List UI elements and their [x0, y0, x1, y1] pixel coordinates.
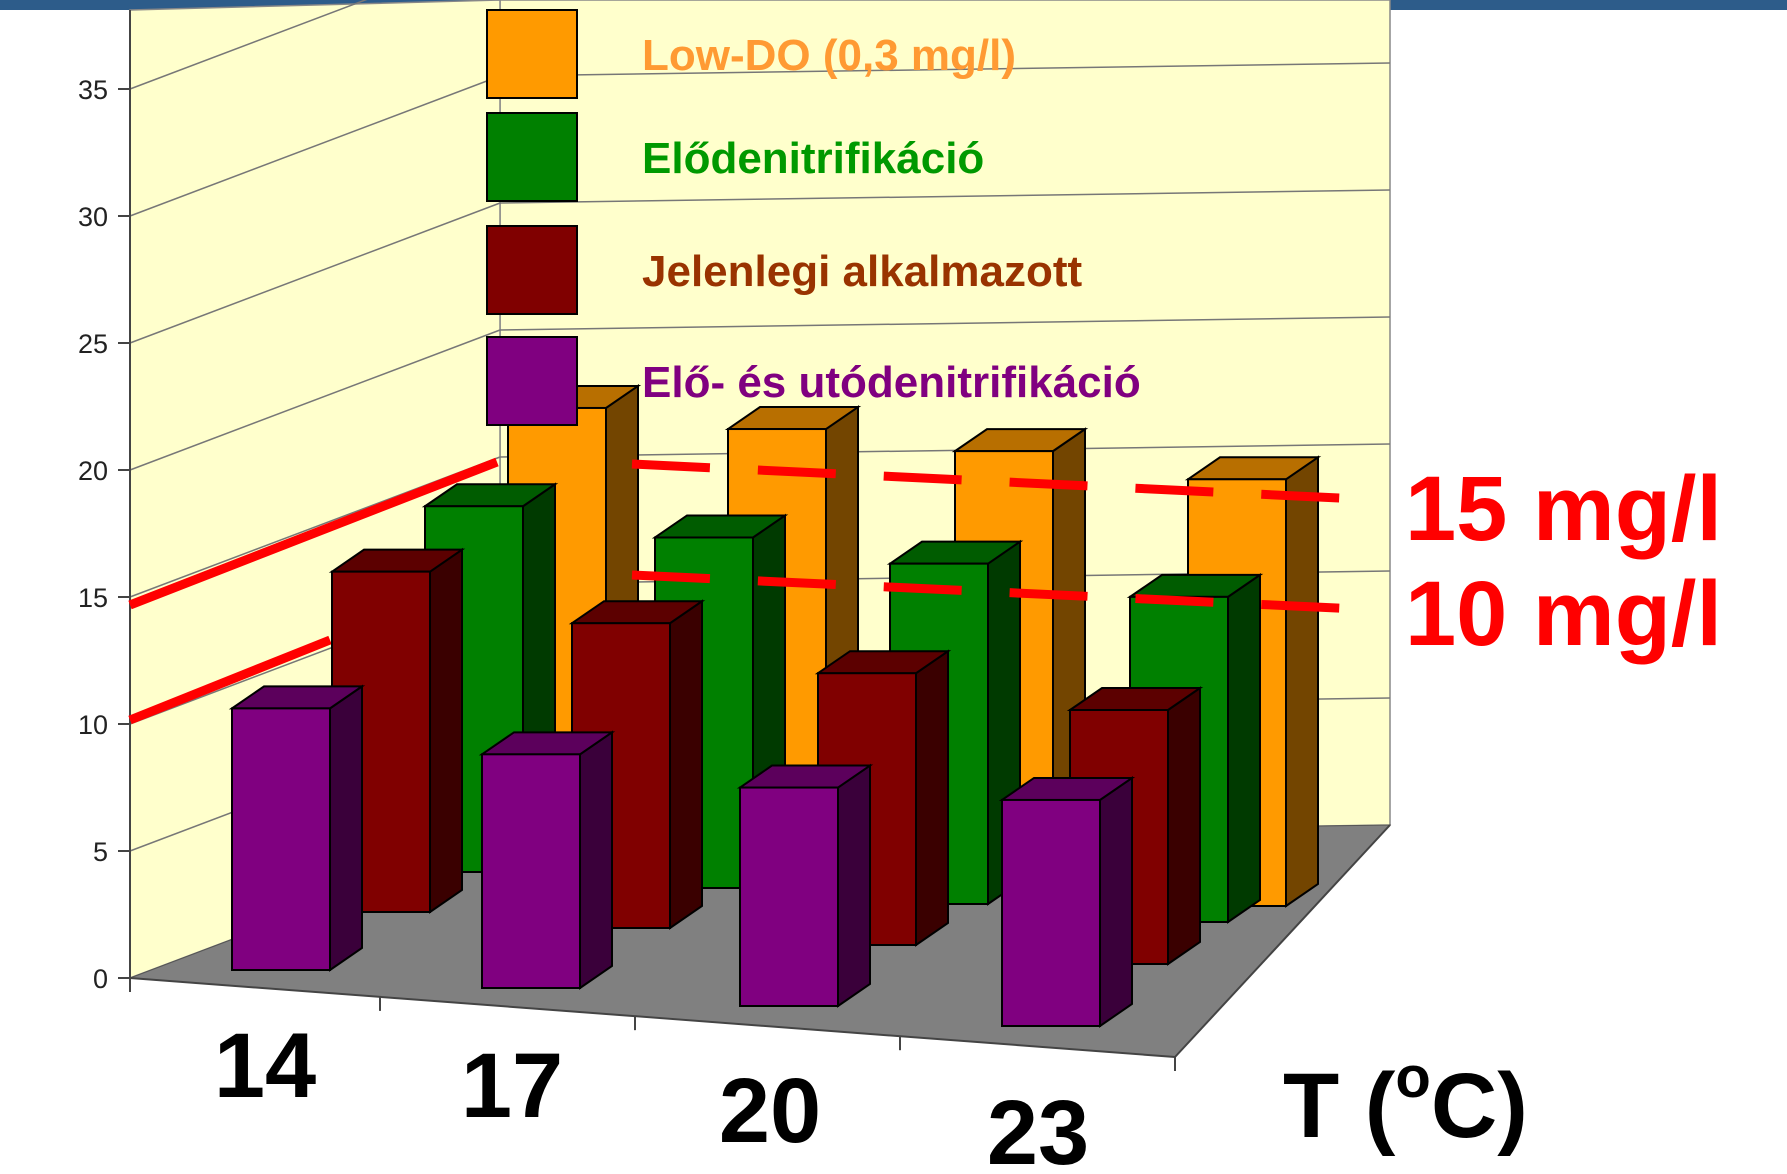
legend-swatch	[486, 225, 578, 315]
category-label: 20	[719, 1060, 821, 1162]
bars	[228, 384, 1322, 1028]
y-axis: 0 5 10 15 20 25 30 35	[78, 10, 131, 994]
bar-Jelenlegi alkalmazott-23	[1066, 686, 1204, 966]
legend-swatch	[486, 9, 578, 99]
bar-Elő- és utódenitrifikáció-17	[478, 730, 616, 990]
y-tick-label: 35	[78, 75, 108, 105]
bar-side	[1227, 572, 1261, 924]
y-tick-label: 15	[78, 583, 108, 613]
annotation-label: 15 mg/l	[1405, 458, 1722, 560]
y-tick-label: 10	[78, 710, 108, 740]
gridline-back	[499, 189, 1391, 204]
bar-Elő- és utódenitrifikáció-14	[228, 684, 366, 972]
category-labels: 14 17 20 23	[214, 1015, 1089, 1174]
gridline-side	[129, 0, 368, 90]
bar-side	[579, 730, 613, 990]
bar-front	[1001, 798, 1101, 1027]
legend-label: Elődenitrifikáció	[642, 134, 984, 183]
legend-label: Low-DO (0,3 mg/l)	[642, 31, 1016, 80]
bar-side	[1099, 776, 1133, 1028]
gridline-side	[129, 329, 501, 471]
reference-line-15-side	[128, 457, 499, 610]
legend-swatch	[486, 112, 578, 202]
category-label: 14	[214, 1015, 316, 1117]
y-tick-label: 5	[93, 837, 108, 867]
bar-side	[429, 547, 463, 914]
annotation-label: 10 mg/l	[1405, 563, 1722, 665]
bar-side	[1285, 455, 1319, 908]
y-tick-label: 30	[78, 202, 108, 232]
gridline-side	[129, 75, 501, 217]
bar-side	[837, 763, 871, 1008]
y-tick-label: 25	[78, 329, 108, 359]
x-axis-ticks	[129, 824, 1391, 1071]
bar-front	[739, 786, 839, 1007]
legend-label: Elő- és utódenitrifikáció	[642, 358, 1141, 407]
bar-side	[329, 684, 363, 972]
depth-axis-line	[1174, 824, 1391, 1058]
bar-Elő- és utódenitrifikáció-23	[998, 776, 1136, 1028]
x-axis-title-superscript: o	[1395, 1045, 1430, 1110]
gridline-side	[129, 202, 501, 344]
reference-line-10-side	[128, 635, 332, 725]
bar-side	[669, 599, 703, 930]
annotation-labels: 15 mg/l10 mg/l	[1405, 458, 1722, 665]
legend-label: Jelenlegi alkalmazott	[642, 247, 1083, 296]
bar-front	[231, 707, 331, 971]
reference-lines-back	[128, 457, 499, 725]
legend-swatch	[486, 336, 578, 426]
x-axis-title: T (oC)	[1283, 1045, 1528, 1157]
x-axis-title-main: T (	[1283, 1055, 1396, 1157]
bar-front	[481, 753, 581, 989]
bar-side	[1167, 686, 1201, 966]
gridline-back	[499, 443, 1391, 458]
gridline-back	[499, 62, 1391, 77]
bar-Elő- és utódenitrifikáció-20	[736, 763, 874, 1008]
y-tick-label: 20	[78, 456, 108, 486]
gridline-back	[499, 316, 1391, 331]
legend: Low-DO (0,3 mg/l) Elődenitrifikáció Jelenl…	[486, 9, 1141, 426]
x-axis-title-tail: C)	[1431, 1055, 1528, 1157]
category-label: 17	[461, 1035, 563, 1137]
bar-Jelenlegi alkalmazott-14	[328, 547, 466, 914]
x-axis-line	[129, 977, 1176, 1058]
category-label: 23	[987, 1082, 1089, 1174]
y-tick-label: 0	[93, 964, 108, 994]
bar-side	[915, 649, 949, 947]
